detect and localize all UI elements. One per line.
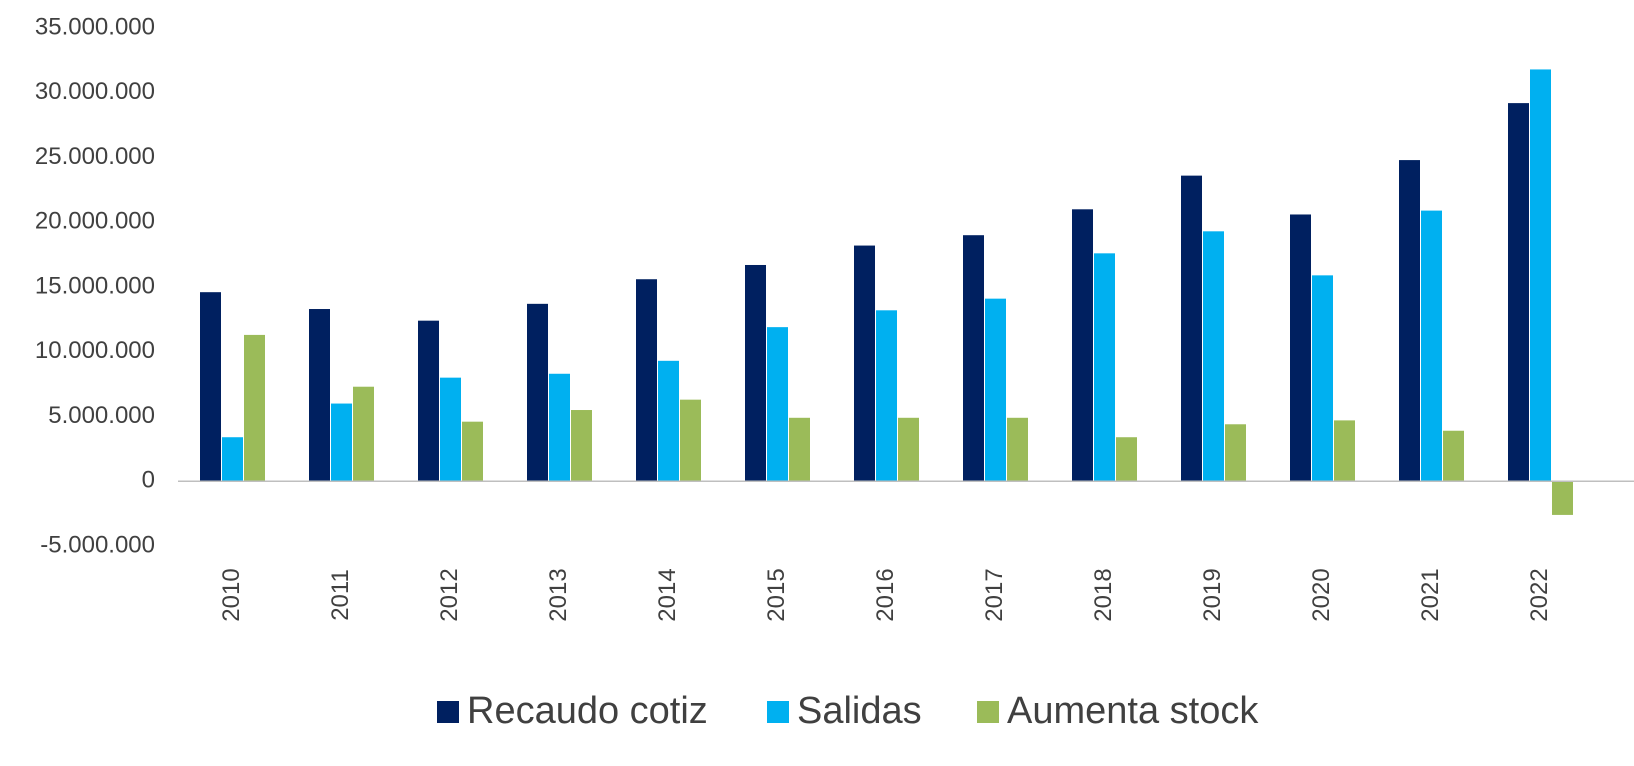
bar: [1094, 253, 1115, 482]
x-tick-label: 2021: [1417, 568, 1444, 621]
legend-label: Salidas: [797, 690, 922, 732]
bar: [200, 292, 221, 482]
x-tick-label: 2019: [1199, 568, 1226, 621]
x-tick-label: 2016: [872, 568, 899, 621]
bar: [1334, 420, 1355, 482]
bar: [680, 399, 701, 482]
bar: [1508, 103, 1529, 482]
x-tick-label: 2018: [1090, 568, 1117, 621]
bar: [1116, 437, 1137, 482]
bar: [963, 235, 984, 482]
x-tick-label: 2013: [545, 568, 572, 621]
x-tick-label: 2020: [1308, 568, 1335, 621]
bar: [331, 403, 352, 482]
bar: [549, 373, 570, 482]
bar: [440, 377, 461, 482]
x-tick-label: 2010: [218, 568, 245, 621]
bar: [1072, 209, 1093, 482]
legend-label: Recaudo cotiz: [467, 690, 708, 732]
bar: [1007, 417, 1028, 482]
bar: [353, 386, 374, 482]
bar: [222, 437, 243, 482]
legend-swatch: [437, 701, 459, 723]
bar: [1399, 160, 1420, 482]
bar: [1312, 275, 1333, 482]
bar: [767, 327, 788, 482]
y-tick-label: 5.000.000: [48, 402, 155, 429]
y-tick-label: -5.000.000: [40, 531, 155, 558]
bar: [658, 360, 679, 482]
bar: [1552, 481, 1573, 515]
bar: [985, 298, 1006, 482]
bar: [571, 410, 592, 482]
y-tick-label: 10.000.000: [35, 337, 155, 364]
bar: [1530, 69, 1551, 482]
x-tick-label: 2022: [1526, 568, 1553, 621]
bar: [1443, 430, 1464, 482]
bar: [1290, 214, 1311, 482]
y-tick-label: 15.000.000: [35, 272, 155, 299]
x-tick-label: 2015: [763, 568, 790, 621]
bar: [1225, 424, 1246, 482]
x-tick-label: 2012: [436, 568, 463, 621]
y-tick-label: 20.000.000: [35, 208, 155, 235]
y-tick-label: 25.000.000: [35, 143, 155, 170]
bar: [462, 421, 483, 482]
legend-swatch: [977, 701, 999, 723]
bar: [876, 310, 897, 482]
bar: [854, 245, 875, 482]
bar: [636, 279, 657, 482]
bar: [244, 334, 265, 482]
x-tick-label: 2017: [981, 568, 1008, 621]
bar: [1181, 175, 1202, 482]
bar: [898, 417, 919, 482]
legend-label: Aumenta stock: [1007, 690, 1259, 732]
bar: [309, 309, 330, 482]
bar: [745, 264, 766, 482]
x-tick-label: 2014: [654, 568, 681, 621]
bar: [1203, 231, 1224, 482]
bar: [789, 417, 810, 482]
legend-swatch: [767, 701, 789, 723]
bar: [418, 320, 439, 482]
y-tick-label: 35.000.000: [35, 13, 155, 40]
y-tick-label: 0: [142, 467, 155, 494]
y-tick-label: 30.000.000: [35, 78, 155, 105]
bar: [527, 303, 548, 482]
bar: [1421, 210, 1442, 482]
x-tick-label: 2011: [327, 569, 354, 621]
